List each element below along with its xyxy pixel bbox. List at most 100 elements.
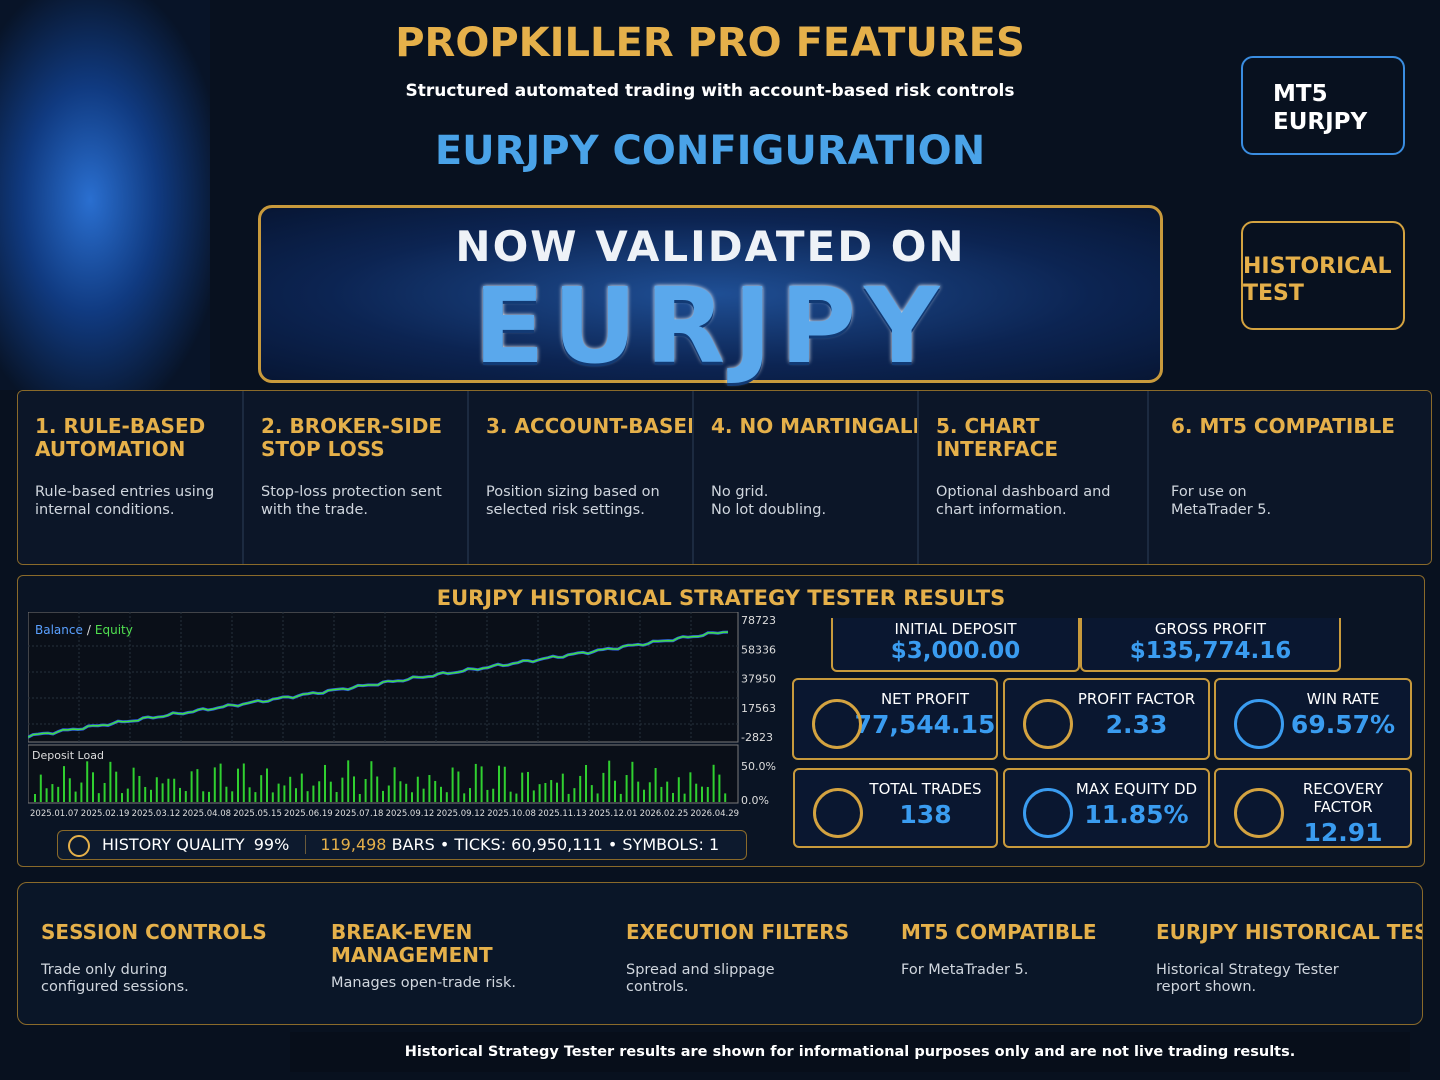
feature-text: Rule-based entries using internal condit… (35, 484, 215, 518)
chart-legend: Balance / Equity (35, 623, 133, 637)
load-bar (666, 781, 669, 802)
y-tick-label: -2823 (741, 731, 773, 744)
stat-card: NET PROFIT 77,544.15 (792, 678, 998, 760)
feature-card: 3. ACCOUNT-BASED RISK Position sizing bas… (469, 391, 694, 564)
load-bar (80, 782, 83, 802)
footer: Historical Strategy Tester results are s… (290, 1032, 1410, 1072)
load-bar (637, 781, 640, 802)
stat-label: MAX EQUITY DD (1075, 780, 1198, 798)
feature-text: No grid. No lot doubling. (711, 484, 827, 518)
load-bar (405, 783, 408, 802)
load-bar (184, 791, 187, 802)
load-bar (248, 787, 251, 802)
feature-title: 6. MT5 COMPATIBLE (1171, 414, 1395, 438)
load-bar (561, 773, 564, 802)
x-tick-label: 2025.05.15 (233, 809, 282, 819)
badge-line: HISTORICAL (1243, 254, 1392, 279)
stat-label: WIN RATE (1306, 690, 1380, 708)
load-label: 50.0% (741, 760, 776, 773)
load-bar (521, 772, 524, 802)
quality-bars: 119,498 BARS (305, 835, 435, 854)
load-bar (126, 788, 129, 802)
feature-text: For use on MetaTrader 5. (1171, 484, 1272, 518)
feature-title: 3. ACCOUNT-BASED RISK (486, 414, 694, 438)
load-bar (97, 793, 100, 802)
load-bar (480, 766, 483, 802)
load-bar (329, 781, 332, 802)
load-bar (231, 791, 234, 802)
feature-title: 1. RULE-BASED AUTOMATION (35, 414, 206, 461)
load-bar (68, 778, 71, 802)
bars-value: 119,498 (320, 835, 387, 854)
load-bar (150, 789, 152, 802)
load-bar (92, 772, 94, 802)
load-bar (144, 786, 147, 802)
load-bar (463, 793, 466, 802)
badge-line: MT5 (1273, 81, 1328, 107)
bottom-feature-text: Spread and slippage controls. (626, 962, 775, 995)
load-bar (103, 782, 106, 802)
bottom-feature: BREAK-EVEN MANAGEMENT Manages open-trade … (331, 883, 611, 1024)
stat-value: 11.85% (1084, 800, 1189, 829)
load-bar (451, 767, 454, 802)
load-bar (266, 768, 268, 802)
stat-value: $135,774.16 (1129, 638, 1292, 664)
feature-title: 4. NO MARTINGALE (711, 414, 919, 438)
stat-card: MAX EQUITY DD 11.85% (1003, 768, 1210, 848)
load-bar (486, 789, 489, 802)
load-bar (382, 790, 384, 802)
load-bar (300, 773, 303, 802)
load-bar (393, 767, 396, 802)
load-bar (376, 776, 379, 802)
load-bar (283, 785, 286, 802)
title: PROPKILLER PRO FEATURES (395, 20, 1025, 66)
stat-icon (1023, 699, 1073, 749)
bottom-feature-text: Trade only during configured sessions. (41, 962, 189, 995)
feature-card: 2. BROKER-SIDE STOP LOSS Stop-loss protec… (244, 391, 469, 564)
stat-label: GROSS PROFIT (1154, 620, 1267, 638)
load-bar (271, 792, 274, 802)
feature-card: 4. NO MARTINGALE No grid. No lot doubling… (694, 391, 919, 564)
load-bar (196, 769, 199, 802)
load-bar (556, 782, 558, 802)
load-bar (492, 788, 495, 802)
load-bar (242, 763, 245, 802)
load-bar (445, 792, 448, 802)
load-bar (364, 778, 367, 802)
load-bar (608, 760, 611, 802)
bottom-feature: EXECUTION FILTERS Spread and slippage con… (626, 883, 886, 1024)
load-bar (39, 774, 42, 802)
load-bar (324, 764, 326, 802)
load-bar (57, 786, 60, 802)
stat-value: 12.91 (1303, 818, 1383, 847)
stat-card: PROFIT FACTOR 2.33 (1003, 678, 1210, 760)
load-bar (457, 771, 460, 802)
banner: NOW VALIDATED ON EURJPY (258, 205, 1163, 387)
load-bar (469, 788, 471, 802)
y-tick-label: 78723 (741, 614, 776, 627)
load-bar (416, 776, 419, 802)
x-tick-label: 2025.10.08 (487, 809, 536, 819)
stat-icon (813, 788, 863, 838)
load-bar (498, 765, 500, 802)
balance-chart: Balance / Equity 78723 58336 37950 17563 -2823 2… (28, 612, 776, 819)
bottom-feature-title: MT5 COMPATIBLE (901, 920, 1097, 944)
load-label: 0.0% (741, 794, 769, 807)
stat-label: TOTAL TRADES (869, 780, 982, 798)
stat-label: INITIAL DEPOSIT (894, 620, 1017, 638)
load-bar (86, 761, 89, 802)
load-bar (260, 775, 263, 802)
x-tick-label: 2025.11.13 (538, 809, 587, 819)
load-bar (509, 791, 512, 802)
load-bar (712, 764, 715, 802)
load-bar (173, 778, 176, 802)
load-bar (544, 783, 547, 802)
y-tick-label: 37950 (741, 673, 776, 686)
load-bar (695, 783, 698, 802)
load-bar (411, 792, 413, 802)
load-bar (312, 785, 315, 802)
stat-value: $3,000.00 (890, 638, 1021, 664)
x-tick-label: 2025.03.12 (132, 809, 181, 819)
load-bar (341, 777, 344, 802)
